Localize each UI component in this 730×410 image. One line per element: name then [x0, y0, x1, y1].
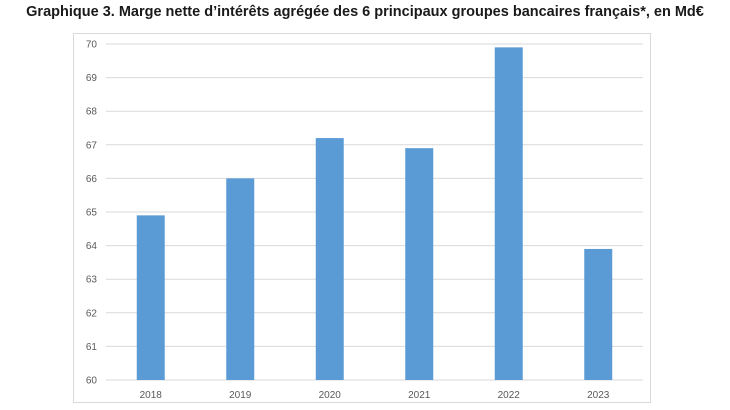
y-tick-label: 63 [86, 275, 98, 286]
x-tick-label: 2022 [498, 390, 521, 401]
x-tick-label: 2019 [229, 390, 252, 401]
bar-2023 [584, 248, 613, 380]
bar-2019 [226, 178, 255, 380]
y-tick-label: 62 [86, 308, 98, 319]
y-tick-label: 64 [86, 241, 98, 252]
y-axis-ticks: 60 61 62 63 64 65 66 67 68 69 70 [86, 40, 98, 387]
x-tick-label: 2020 [319, 390, 342, 401]
bar-2020 [315, 138, 344, 380]
y-tick-label: 69 [86, 73, 98, 84]
bar-2018 [136, 215, 165, 380]
x-tick-label: 2023 [587, 390, 610, 401]
x-tick-label: 2018 [140, 390, 163, 401]
gridlines [106, 43, 643, 381]
bar-2022 [494, 47, 523, 381]
bar-2021 [405, 148, 434, 380]
y-tick-label: 65 [86, 208, 98, 219]
y-tick-label: 68 [86, 107, 98, 118]
chart-title: Graphique 3. Marge nette d’intérêts agré… [26, 4, 704, 20]
y-tick-label: 61 [86, 342, 98, 353]
x-tick-label: 2021 [408, 390, 431, 401]
x-axis-ticks: 2018 2019 2020 2021 2022 2023 [140, 390, 610, 401]
y-tick-label: 70 [86, 40, 98, 51]
chart-frame [73, 33, 651, 403]
bars [136, 47, 613, 381]
y-tick-label: 66 [86, 174, 98, 185]
y-tick-label: 67 [86, 140, 98, 151]
y-tick-label: 60 [86, 376, 98, 387]
